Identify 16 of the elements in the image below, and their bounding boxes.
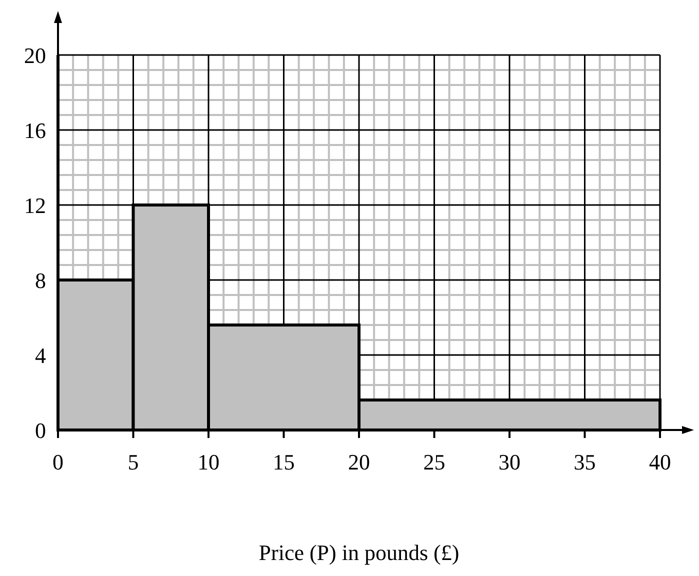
y-tick-label: 16 bbox=[24, 118, 46, 143]
y-tick-label: 8 bbox=[35, 268, 46, 293]
y-tick-label: 12 bbox=[24, 192, 46, 218]
y-tick-label: 20 bbox=[24, 42, 46, 68]
x-axis-title: Price (P) in pounds (£) bbox=[258, 540, 460, 565]
x-tick-label: 5 bbox=[128, 450, 139, 475]
x-tick-label: 20 bbox=[348, 450, 370, 475]
x-tick-label: 10 bbox=[198, 450, 220, 475]
y-tick-label: 0 bbox=[35, 418, 46, 443]
x-tick-label: 0 bbox=[52, 450, 64, 475]
x-tick-label: 40 bbox=[649, 450, 671, 475]
y-tick-label: 4 bbox=[35, 342, 46, 368]
x-tick-label: 35 bbox=[574, 450, 596, 475]
x-tick-label: 30 bbox=[498, 450, 520, 475]
x-tick-label: 25 bbox=[423, 450, 446, 475]
x-tick-label: 15 bbox=[272, 450, 295, 475]
